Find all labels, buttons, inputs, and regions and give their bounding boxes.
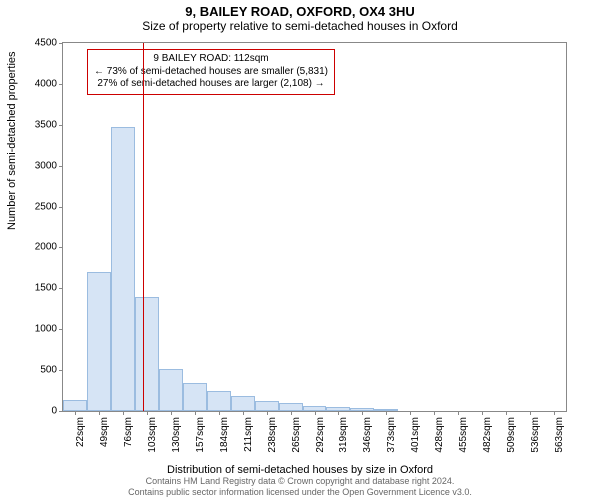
- y-tick-label: 0: [51, 406, 57, 417]
- histogram-bar: [135, 297, 159, 411]
- x-tick-mark: [99, 411, 100, 415]
- y-tick-mark: [59, 247, 63, 248]
- y-tick-label: 500: [40, 365, 57, 376]
- y-tick-label: 1500: [35, 283, 57, 294]
- x-tick-mark: [123, 411, 124, 415]
- y-tick-mark: [59, 125, 63, 126]
- y-tick-mark: [59, 84, 63, 85]
- x-tick-label: 157sqm: [195, 417, 206, 453]
- histogram-chart: 9 BAILEY ROAD: 112sqm ← 73% of semi-deta…: [62, 42, 567, 412]
- x-tick-label: 76sqm: [123, 417, 134, 447]
- y-tick-mark: [59, 411, 63, 412]
- page-title: 9, BAILEY ROAD, OXFORD, OX4 3HU: [0, 0, 600, 19]
- x-tick-label: 130sqm: [171, 417, 182, 453]
- histogram-bar: [255, 401, 279, 411]
- y-tick-label: 3000: [35, 160, 57, 171]
- histogram-bar: [207, 391, 231, 411]
- info-line-1: 9 BAILEY ROAD: 112sqm: [94, 53, 328, 66]
- x-tick-label: 346sqm: [362, 417, 373, 453]
- x-tick-mark: [195, 411, 196, 415]
- x-tick-mark: [147, 411, 148, 415]
- page-subtitle: Size of property relative to semi-detach…: [0, 19, 600, 37]
- y-axis-label: Number of semi-detached properties: [6, 51, 18, 230]
- copyright-footer: Contains HM Land Registry data © Crown c…: [0, 476, 600, 498]
- y-tick-label: 3500: [35, 119, 57, 130]
- x-tick-label: 238sqm: [267, 417, 278, 453]
- x-tick-mark: [410, 411, 411, 415]
- x-tick-mark: [458, 411, 459, 415]
- x-tick-mark: [554, 411, 555, 415]
- x-tick-label: 319sqm: [338, 417, 349, 453]
- x-tick-label: 22sqm: [75, 417, 86, 447]
- x-tick-mark: [506, 411, 507, 415]
- footer-line-1: Contains HM Land Registry data © Crown c…: [0, 476, 600, 487]
- x-tick-label: 482sqm: [482, 417, 493, 453]
- x-axis-label: Distribution of semi-detached houses by …: [0, 464, 600, 476]
- x-tick-label: 292sqm: [315, 417, 326, 453]
- marker-line: [143, 43, 144, 411]
- y-tick-label: 2500: [35, 201, 57, 212]
- y-tick-mark: [59, 166, 63, 167]
- y-tick-mark: [59, 329, 63, 330]
- y-tick-label: 2000: [35, 242, 57, 253]
- x-tick-label: 428sqm: [434, 417, 445, 453]
- histogram-bar: [111, 127, 135, 411]
- histogram-bar: [87, 272, 111, 411]
- x-tick-mark: [171, 411, 172, 415]
- x-tick-label: 211sqm: [243, 417, 254, 452]
- x-tick-mark: [386, 411, 387, 415]
- x-tick-mark: [267, 411, 268, 415]
- x-tick-label: 373sqm: [386, 417, 397, 453]
- footer-line-2: Contains public sector information licen…: [0, 487, 600, 498]
- marker-info-box: 9 BAILEY ROAD: 112sqm ← 73% of semi-deta…: [87, 49, 335, 95]
- x-tick-mark: [219, 411, 220, 415]
- info-line-2: ← 73% of semi-detached houses are smalle…: [94, 66, 328, 79]
- histogram-bar: [279, 403, 303, 411]
- x-tick-mark: [482, 411, 483, 415]
- x-tick-label: 49sqm: [99, 417, 110, 447]
- y-tick-mark: [59, 288, 63, 289]
- y-tick-label: 4000: [35, 78, 57, 89]
- x-tick-mark: [434, 411, 435, 415]
- x-tick-mark: [243, 411, 244, 415]
- x-tick-label: 509sqm: [506, 417, 517, 453]
- x-tick-label: 563sqm: [554, 417, 565, 453]
- histogram-bar: [231, 396, 255, 411]
- y-tick-label: 4500: [35, 38, 57, 49]
- x-tick-label: 103sqm: [147, 417, 158, 453]
- x-tick-mark: [291, 411, 292, 415]
- x-tick-label: 265sqm: [291, 417, 302, 453]
- histogram-bar: [63, 400, 87, 411]
- x-tick-label: 184sqm: [219, 417, 230, 453]
- x-tick-mark: [362, 411, 363, 415]
- x-tick-label: 455sqm: [458, 417, 469, 453]
- y-tick-mark: [59, 207, 63, 208]
- info-line-3: 27% of semi-detached houses are larger (…: [94, 78, 328, 91]
- y-tick-mark: [59, 43, 63, 44]
- histogram-bar: [183, 383, 207, 411]
- x-tick-mark: [530, 411, 531, 415]
- x-tick-label: 536sqm: [530, 417, 541, 453]
- x-tick-mark: [315, 411, 316, 415]
- x-tick-mark: [75, 411, 76, 415]
- y-tick-label: 1000: [35, 324, 57, 335]
- histogram-bar: [159, 369, 183, 411]
- x-tick-mark: [338, 411, 339, 415]
- x-tick-label: 401sqm: [410, 417, 421, 453]
- y-tick-mark: [59, 370, 63, 371]
